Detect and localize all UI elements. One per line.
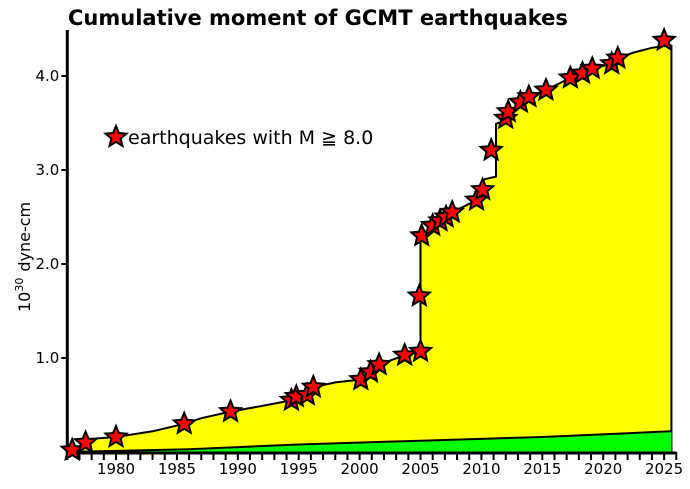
legend: earthquakes with M ≧ 8.0 <box>102 123 373 149</box>
chart-title: Cumulative moment of GCMT earthquakes <box>68 6 568 30</box>
earthquake-star-marker <box>171 410 198 435</box>
x-tick-label: 2005 <box>401 460 439 478</box>
earthquake-star-marker <box>604 44 631 70</box>
earthquake-star-marker <box>469 176 496 201</box>
x-tick-label: 2015 <box>523 460 561 478</box>
legend-label: earthquakes with M ≧ 8.0 <box>128 127 373 149</box>
x-tick-label: 2010 <box>462 460 500 478</box>
legend-star-marker <box>102 123 130 149</box>
x-tick-label: 2025 <box>645 460 683 478</box>
earthquake-star-marker <box>72 428 99 454</box>
y-tick-label: 2.0 <box>35 255 59 273</box>
earthquake-star-marker <box>406 282 433 308</box>
x-tick-label: 2000 <box>341 460 379 478</box>
x-tick-label: 1980 <box>97 460 135 478</box>
earthquake-star-marker <box>579 54 606 80</box>
legend-star-icon <box>102 123 130 149</box>
small-quake-area <box>67 431 672 452</box>
earthquake-star-marker <box>103 423 130 449</box>
y-tick-label: 1.0 <box>35 349 59 367</box>
earthquake-star-marker <box>217 397 244 423</box>
earthquake-star-marker <box>651 26 678 52</box>
earthquake-star-marker <box>516 83 542 108</box>
earthquake-star-marker <box>532 76 559 102</box>
x-tick-label: 1990 <box>219 460 257 478</box>
earthquake-star-marker <box>391 341 418 367</box>
earthquake-star-marker <box>407 337 434 363</box>
x-tick-label: 1995 <box>280 460 318 478</box>
earthquake-star-marker <box>366 350 393 376</box>
y-tick-label: 3.0 <box>35 161 59 179</box>
small-quake-line <box>67 430 672 453</box>
x-tick-label: 1985 <box>158 460 196 478</box>
svg-text:1030dyne-cm: 1030 dyne-cm <box>13 202 34 312</box>
y-label-exponent: 30 <box>13 278 26 292</box>
y-axis-label: 1030 dyne-cm <box>13 202 34 312</box>
earthquake-star-marker <box>439 198 466 224</box>
total-moment-area <box>67 45 672 452</box>
y-label-base: 10 <box>15 292 34 312</box>
y-tick-label: 4.0 <box>35 67 59 85</box>
earthquake-star-marker <box>478 136 505 162</box>
x-tick-label: 2020 <box>584 460 622 478</box>
earthquake-star-marker <box>300 373 327 399</box>
y-label-unit: dyne-cm <box>15 202 34 272</box>
